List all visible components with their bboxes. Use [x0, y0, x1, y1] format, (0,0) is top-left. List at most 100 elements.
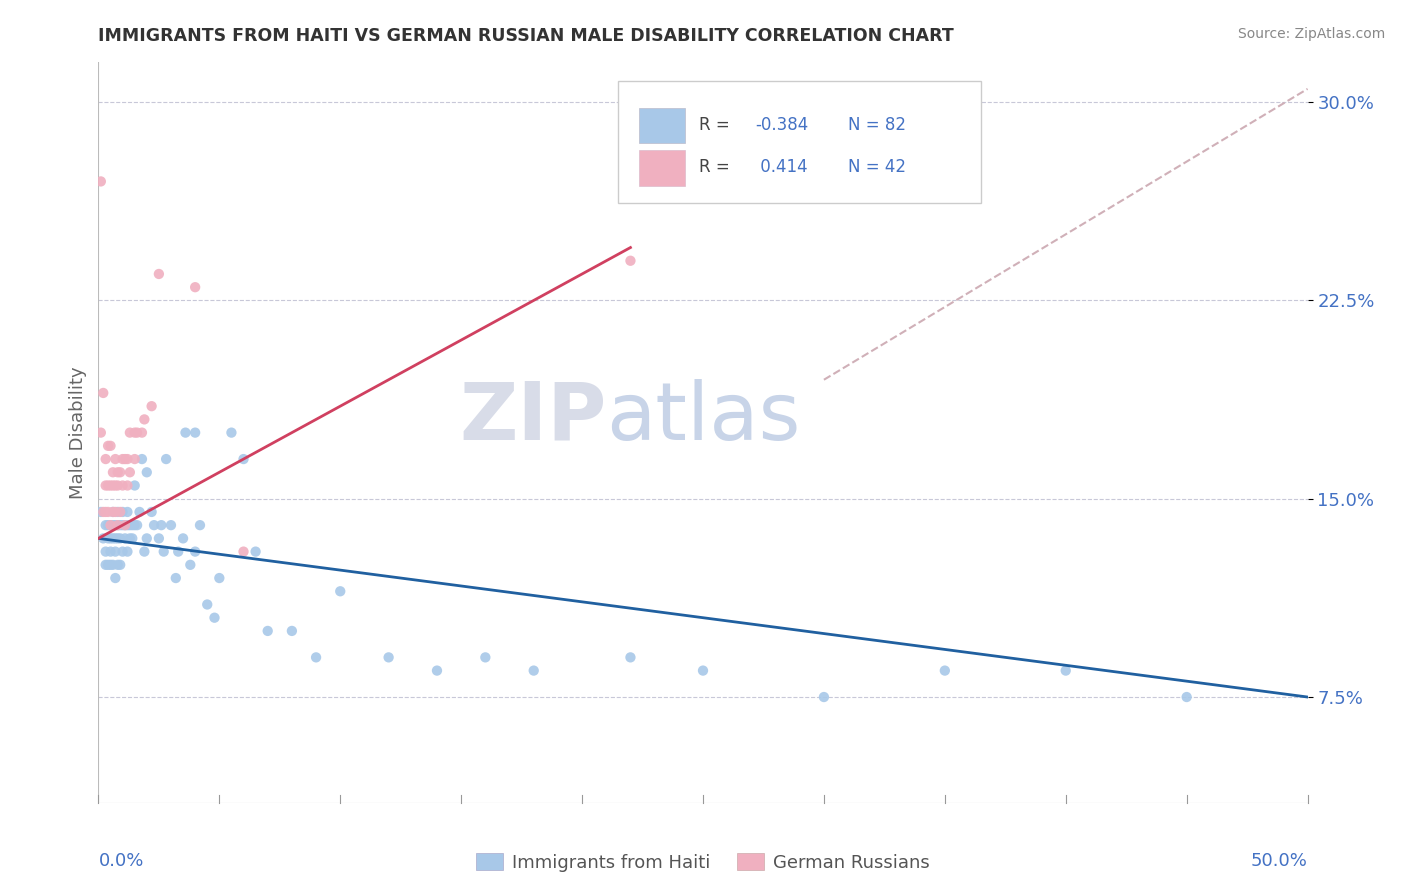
Point — [117, 478, 139, 492]
Point — [118, 532, 141, 546]
Text: IMMIGRANTS FROM HAITI VS GERMAN RUSSIAN MALE DISABILITY CORRELATION CHART: IMMIGRANTS FROM HAITI VS GERMAN RUSSIAN … — [98, 27, 955, 45]
Point — [141, 399, 163, 413]
Point — [107, 532, 129, 546]
Point — [174, 425, 197, 440]
Point — [91, 505, 114, 519]
Point — [108, 532, 131, 546]
Text: R =: R = — [699, 116, 735, 134]
Text: atlas: atlas — [606, 379, 800, 457]
Point — [94, 544, 117, 558]
Point — [94, 505, 117, 519]
Point — [111, 452, 134, 467]
Point — [107, 558, 129, 572]
Point — [117, 518, 139, 533]
Text: -0.384: -0.384 — [755, 116, 808, 134]
Point — [188, 518, 211, 533]
Point — [329, 584, 352, 599]
Point — [813, 690, 835, 704]
Point — [131, 452, 153, 467]
Point — [107, 518, 129, 533]
Point — [107, 478, 129, 492]
Point — [91, 532, 114, 546]
Point — [131, 425, 153, 440]
Point — [160, 518, 183, 533]
Point — [124, 478, 146, 492]
Point — [135, 465, 157, 479]
Point — [148, 267, 170, 281]
Point — [108, 558, 131, 572]
Point — [121, 532, 143, 546]
Point — [108, 465, 131, 479]
Point — [97, 439, 120, 453]
Text: R =: R = — [699, 158, 735, 177]
Point — [90, 425, 112, 440]
Point — [118, 518, 141, 533]
Point — [117, 452, 139, 467]
Point — [184, 544, 207, 558]
Legend: Immigrants from Haiti, German Russians: Immigrants from Haiti, German Russians — [468, 847, 938, 879]
Point — [118, 465, 141, 479]
Point — [101, 505, 124, 519]
Point — [111, 505, 134, 519]
Point — [135, 532, 157, 546]
Point — [184, 280, 207, 294]
Point — [114, 532, 136, 546]
Point — [94, 518, 117, 533]
Point — [100, 439, 122, 453]
Point — [179, 558, 201, 572]
Point — [127, 425, 149, 440]
Point — [141, 505, 163, 519]
Text: N = 42: N = 42 — [848, 158, 905, 177]
Point — [1054, 664, 1077, 678]
Point — [128, 505, 150, 519]
Point — [165, 571, 187, 585]
Point — [121, 518, 143, 533]
Point — [117, 505, 139, 519]
Point — [104, 571, 127, 585]
Point — [619, 650, 641, 665]
Point — [97, 478, 120, 492]
Point — [114, 518, 136, 533]
Point — [104, 478, 127, 492]
Point — [104, 505, 127, 519]
Point — [124, 425, 146, 440]
Point — [101, 518, 124, 533]
Point — [111, 518, 134, 533]
Point — [426, 664, 449, 678]
Point — [108, 505, 131, 519]
Point — [150, 518, 173, 533]
Point — [245, 544, 267, 558]
Point — [172, 532, 194, 546]
Point — [377, 650, 399, 665]
Point — [100, 532, 122, 546]
Point — [94, 452, 117, 467]
Point — [143, 518, 166, 533]
Point — [124, 518, 146, 533]
Point — [97, 518, 120, 533]
Point — [107, 518, 129, 533]
Point — [97, 532, 120, 546]
Point — [104, 518, 127, 533]
Point — [94, 478, 117, 492]
Point — [101, 465, 124, 479]
Text: 0.0%: 0.0% — [98, 852, 143, 870]
Point — [232, 452, 254, 467]
Point — [111, 478, 134, 492]
Point — [100, 544, 122, 558]
Point — [100, 558, 122, 572]
Point — [111, 544, 134, 558]
Point — [101, 505, 124, 519]
Point — [208, 571, 231, 585]
Text: 50.0%: 50.0% — [1251, 852, 1308, 870]
Point — [97, 558, 120, 572]
Point — [100, 518, 122, 533]
Text: 0.414: 0.414 — [755, 158, 807, 177]
Y-axis label: Male Disability: Male Disability — [69, 367, 87, 499]
Point — [101, 478, 124, 492]
Point — [281, 624, 304, 638]
Point — [523, 664, 546, 678]
Point — [134, 412, 156, 426]
Point — [94, 558, 117, 572]
Point — [101, 558, 124, 572]
Point — [127, 518, 149, 533]
